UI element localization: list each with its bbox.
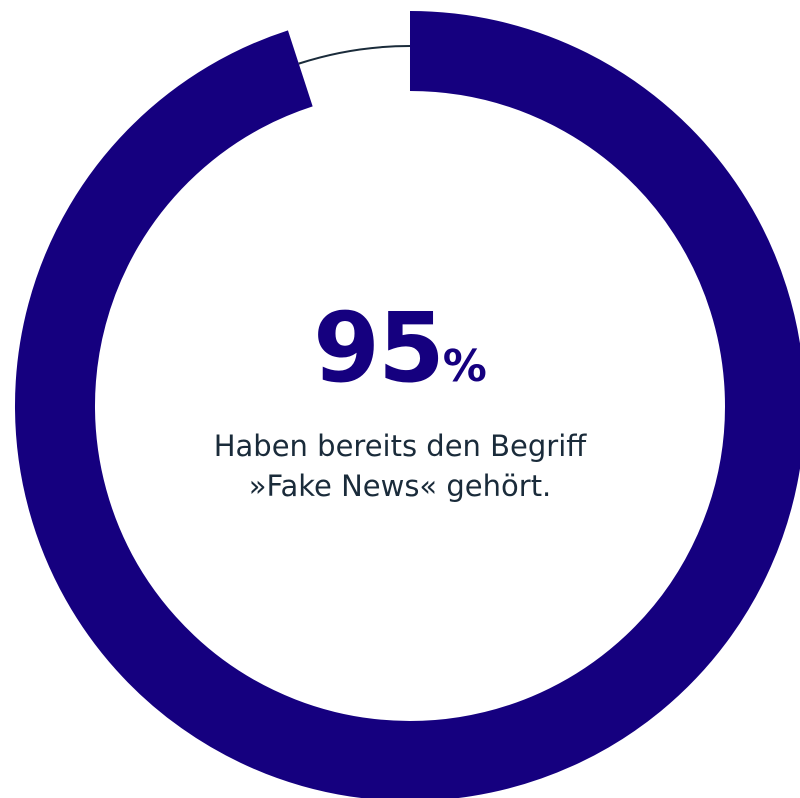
big-percentage: 95% [100, 300, 700, 396]
center-label: 95% Haben bereits den Begriff »Fake News… [100, 300, 700, 506]
value-arc [15, 11, 800, 798]
caption-line-1: Haben bereits den Begriff [213, 429, 587, 463]
percentage-unit: % [442, 341, 487, 392]
percentage-value: 95 [313, 292, 445, 404]
caption: Haben bereits den Begriff »Fake News« ge… [100, 426, 700, 506]
remainder-arc [298, 45, 411, 65]
caption-line-2: »Fake News« gehört. [248, 469, 552, 503]
